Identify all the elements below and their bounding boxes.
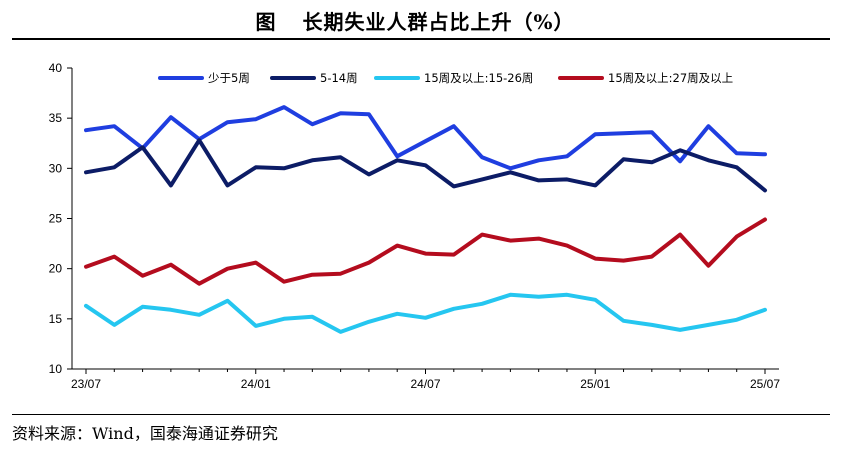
chart-title: 图 长期失业人群占比上升（%） <box>0 6 830 35</box>
source-note: 资料来源：Wind，国泰海通证券研究 <box>12 424 278 443</box>
x-tick-label: 23/07 <box>71 377 101 391</box>
series-layer <box>84 105 767 334</box>
chart-axes: 10 15 20 25 30 35 40 23/07 24/01 24/07 25/01 25/07 <box>49 61 781 391</box>
x-tick-label: 25/01 <box>580 377 610 391</box>
series-line-2 <box>84 138 767 193</box>
series-line-4 <box>84 217 767 286</box>
top-rule <box>12 38 830 40</box>
y-tick-label: 10 <box>49 362 63 376</box>
legend-label: 少于5周 <box>208 71 250 85</box>
chart-legend: 少于5周 5-14周 15周及以上:15-26周 15周及以上:27周及以上 <box>158 71 733 85</box>
figure-label: 图 <box>255 10 277 34</box>
y-tick-label: 20 <box>49 262 63 276</box>
legend-label: 15周及以上:27周及以上 <box>608 71 733 85</box>
y-tick-label: 40 <box>49 61 63 75</box>
title-bar: 图 长期失业人群占比上升（%） <box>0 0 864 38</box>
y-tick-label: 30 <box>49 161 63 175</box>
x-tick-label: 24/01 <box>241 377 271 391</box>
legend-label: 5-14周 <box>320 71 358 85</box>
legend-label: 15周及以上:15-26周 <box>424 71 533 85</box>
series-line-3 <box>84 292 767 334</box>
y-tick-label: 15 <box>49 312 63 326</box>
bottom-rule <box>12 414 830 415</box>
x-tick-label: 24/07 <box>410 377 440 391</box>
y-tick-label: 35 <box>49 111 63 125</box>
y-tick-label: 25 <box>49 212 63 226</box>
chart-title-text: 长期失业人群占比上升（%） <box>302 10 575 34</box>
x-tick-label: 25/07 <box>750 377 780 391</box>
